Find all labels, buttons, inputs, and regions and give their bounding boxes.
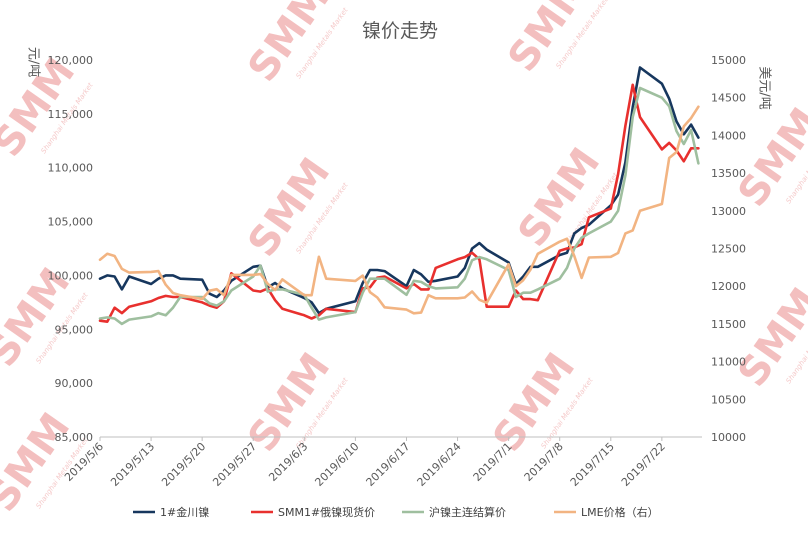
x-tick-label: 2019/5/20 — [159, 440, 208, 489]
left-tick-label: 90,000 — [55, 377, 94, 390]
right-tick-label: 13000 — [711, 205, 746, 218]
series-line-4 — [98, 105, 700, 315]
chart-title: 镍价走势 — [362, 20, 438, 42]
left-tick-label: 95,000 — [55, 323, 94, 336]
legend-item-3: 沪镍主连结算价 — [402, 505, 506, 519]
legend: 1#金川镍 SMM1#俄镍现货价 沪镍主连结算价 LME价格（右） — [133, 505, 659, 519]
legend-item-2: SMM1#俄镍现货价 — [251, 505, 375, 519]
series-lines — [98, 66, 700, 326]
legend-label: 沪镍主连结算价 — [429, 505, 506, 519]
left-tick-label: 100,000 — [48, 269, 94, 282]
right-tick-label: 10000 — [711, 431, 746, 444]
right-tick-label: 11500 — [711, 318, 746, 331]
left-tick-label: 115,000 — [48, 108, 94, 121]
right-tick-labels: 10000 10500 11000 11500 12000 12500 13000 13500… — [711, 54, 746, 444]
legend-label: 1#金川镍 — [160, 505, 209, 519]
watermark-logo: SMM — [499, 0, 599, 80]
legend-item-1: 1#金川镍 — [133, 505, 209, 519]
x-tick-label: 2019/5/13 — [108, 440, 157, 489]
left-axis-label: 元/吨 — [26, 47, 41, 77]
legend-item-4: LME价格（右） — [554, 505, 659, 519]
x-tick-label: 2019/7/22 — [619, 440, 668, 489]
right-tick-label: 12000 — [711, 280, 746, 293]
right-tick-label: 11000 — [711, 356, 746, 369]
left-tick-label: 120,000 — [48, 54, 94, 67]
right-tick-label: 14000 — [711, 129, 746, 142]
right-tick-label: 10500 — [711, 393, 746, 406]
x-tick-label: 2019/6/24 — [415, 440, 464, 489]
left-tick-label: 85,000 — [55, 431, 94, 444]
left-tick-label: 105,000 — [48, 216, 94, 229]
right-tick-label: 14500 — [711, 92, 746, 105]
left-tick-label: 110,000 — [48, 162, 94, 175]
x-tick-label: 2019/7/15 — [568, 440, 617, 489]
x-tick-label: 2019/5/27 — [210, 440, 259, 489]
x-tick-label: 2019/6/17 — [364, 440, 413, 489]
series-line-2 — [98, 83, 700, 324]
right-tick-label: 12500 — [711, 243, 746, 256]
x-tick-label: 2019/7/1 — [471, 440, 515, 484]
legend-label: SMM1#俄镍现货价 — [278, 505, 375, 519]
right-tick-label: 15000 — [711, 54, 746, 67]
legend-label: LME价格（右） — [581, 505, 659, 519]
right-axis-label: 美元/吨 — [757, 66, 772, 109]
left-tick-labels: 85,000 90,000 95,000 100,000 105,000 110,000 1… — [48, 54, 94, 444]
right-tick-label: 13500 — [711, 167, 746, 180]
x-tick-labels: 2019/5/6 2019/5/13 2019/5/20 2019/5/27 2019/… — [62, 437, 668, 489]
series-line-3 — [98, 86, 700, 326]
x-tick-label: 2019/6/10 — [312, 440, 361, 489]
